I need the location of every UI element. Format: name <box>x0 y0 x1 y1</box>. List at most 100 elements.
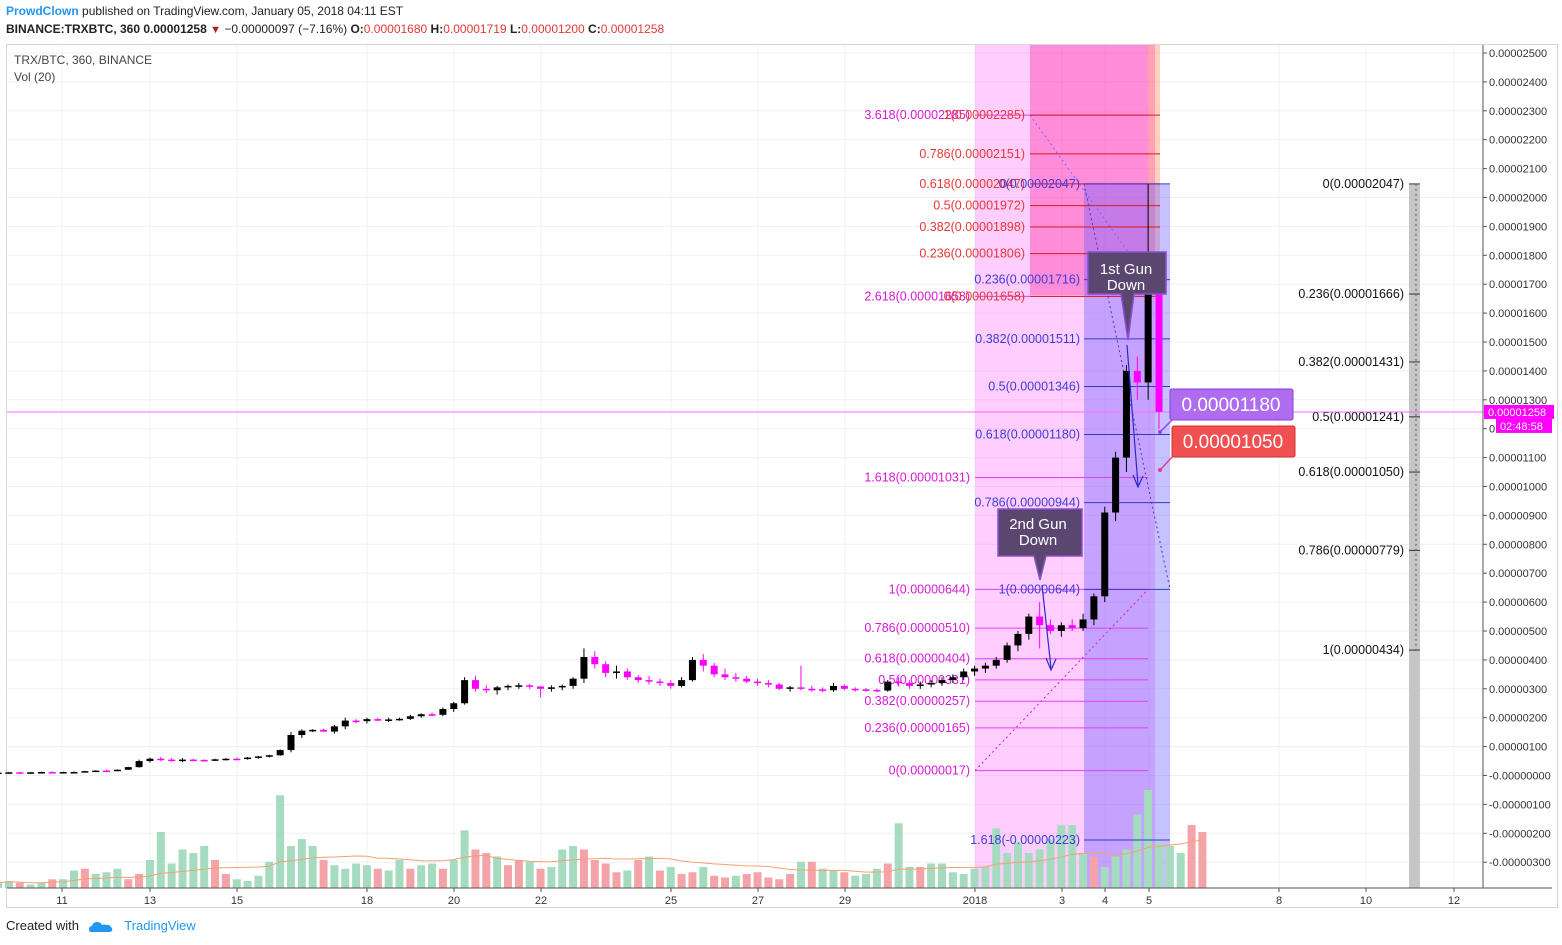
candle-body <box>254 756 262 758</box>
price-tick-label: 0.00000200 <box>1489 713 1547 725</box>
candle-body <box>905 683 913 686</box>
candle-body <box>754 681 762 684</box>
volume-bar <box>319 860 328 888</box>
volume-bar <box>254 875 263 888</box>
candle-body <box>417 714 425 717</box>
candle-body <box>1112 457 1120 513</box>
candle-body <box>5 772 13 774</box>
volume-bar <box>753 872 762 888</box>
fib-label-blue: 0.382(0.00001511) <box>975 332 1080 346</box>
time-tick-label: 8 <box>1276 895 1282 907</box>
volume-bar <box>428 863 437 888</box>
last-price: 0.00001258 <box>143 22 207 36</box>
author-link[interactable]: ProwdClown <box>6 4 79 18</box>
fib-label-blue: 0.236(0.00001716) <box>974 273 1080 287</box>
high-value: 0.00001719 <box>443 22 507 36</box>
legend-symbol: TRX/BTC, 360, BINANCE <box>14 53 153 67</box>
volume-bar <box>796 861 805 888</box>
publish-header: ProwdClown published on TradingView.com,… <box>6 4 1306 44</box>
volume-bar <box>807 861 816 888</box>
candle-body <box>320 729 328 732</box>
volume-bars <box>0 790 1207 888</box>
candle-body <box>960 671 968 678</box>
candle-body <box>363 719 371 722</box>
volume-bar <box>80 868 89 888</box>
volume-bar <box>460 830 469 888</box>
candle-body <box>981 665 989 669</box>
tag-dot <box>1158 430 1162 434</box>
price-tick-label: -0.00000200 <box>1489 828 1551 840</box>
volume-bar <box>612 872 621 888</box>
volume-bar <box>102 872 111 888</box>
volume-bar <box>26 884 35 888</box>
volume-bar <box>818 868 827 888</box>
volume-bar <box>1003 853 1012 888</box>
candle-body <box>623 671 631 678</box>
candle-body <box>92 770 100 773</box>
volume-bar <box>232 879 241 888</box>
volume-bar <box>1035 849 1044 888</box>
volume-bar <box>1155 842 1163 888</box>
volume-bar <box>1024 853 1033 888</box>
fib-label-red: 0.382(0.00001898) <box>919 220 1025 234</box>
candles <box>0 183 1163 775</box>
fib-label-right: 0.618(0.00001050) <box>1298 465 1404 479</box>
volume-bar <box>959 874 968 888</box>
volume-bar <box>1089 856 1098 888</box>
volume-bar <box>1046 839 1055 888</box>
price-tag-1050 <box>1171 425 1296 458</box>
arrow-head-icon <box>1045 657 1057 672</box>
footer: Created with TradingView <box>6 918 196 933</box>
chart-frame[interactable] <box>6 44 1558 908</box>
candle-body <box>1090 596 1098 620</box>
volume-bar <box>48 879 57 888</box>
volume-bar <box>471 849 480 888</box>
candle-body <box>233 758 241 761</box>
candle-body <box>59 772 67 774</box>
fib-label-red: 0.5(0.00001972) <box>933 199 1025 213</box>
volume-bar <box>764 877 773 888</box>
volume-bar <box>156 832 165 888</box>
open-label: O: <box>350 22 364 36</box>
price-tick-label: 0.00000300 <box>1489 684 1547 696</box>
volume-bar <box>851 875 860 888</box>
grid <box>7 45 1483 888</box>
candle-body <box>927 683 935 685</box>
tradingview-link[interactable]: TradingView <box>124 918 196 933</box>
volume-bar <box>634 860 643 888</box>
volume-bar <box>721 877 729 888</box>
time-tick-label: 27 <box>752 895 764 907</box>
arrow-2nd-gun <box>1041 584 1052 669</box>
candle-body <box>840 685 848 689</box>
volume-bar <box>775 879 784 888</box>
volume-bar <box>0 882 3 888</box>
open-value: 0.00001680 <box>363 22 428 36</box>
volume-bar <box>569 846 578 888</box>
candle-body <box>884 681 892 691</box>
volume-bar <box>916 867 925 888</box>
candle-body <box>949 677 957 681</box>
candle-body <box>916 684 924 686</box>
candle-body <box>189 759 197 762</box>
candle-body <box>1122 370 1130 458</box>
volume-bar <box>1144 790 1153 888</box>
price-tick-label: 0.00000400 <box>1489 655 1547 667</box>
candle-body <box>786 687 794 689</box>
volume-bar <box>948 872 957 888</box>
candle-body <box>146 758 154 762</box>
volume-bar <box>449 860 458 888</box>
volume-bar <box>1176 853 1185 888</box>
candle-body <box>1057 625 1065 631</box>
change-value: −0.00000097 (−7.16%) <box>224 22 348 36</box>
candle-body <box>678 680 686 686</box>
price-tick-label: 0.00002200 <box>1489 135 1547 147</box>
fib-label-blue: 0.786(0.00000944) <box>974 496 1080 510</box>
volume-bar <box>699 867 708 888</box>
volume-bar <box>1111 856 1120 888</box>
volume-bar <box>37 882 46 888</box>
volume-bar <box>981 867 990 888</box>
fibonacci-levels: 3.618(0.00002285) 2.618(0.00001658) 1.618(… <box>7 108 1483 847</box>
price-tick-label: 0.00002000 <box>1489 193 1547 205</box>
volume-bar <box>362 865 371 888</box>
